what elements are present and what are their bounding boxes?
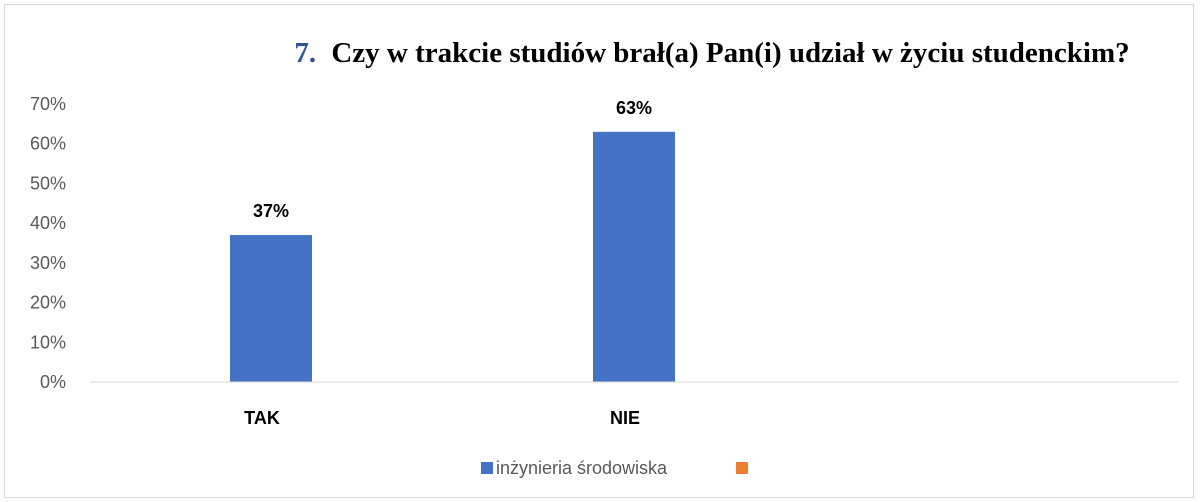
y-tick-label: 70% — [30, 94, 66, 114]
y-axis-ticks: 0% 10% 20% 30% 40% 50% 60% 70% — [30, 94, 66, 392]
legend-label: inżynieria środowiska — [496, 458, 668, 478]
y-tick-label: 10% — [30, 332, 66, 352]
y-tick-label: 30% — [30, 253, 66, 273]
legend-swatch — [481, 462, 493, 474]
x-category-label: TAK — [244, 408, 280, 428]
x-axis-categories: TAK NIE — [244, 408, 640, 428]
legend: inżynieria środowiska — [481, 458, 748, 478]
chart-title-number: 7. — [294, 37, 316, 69]
bars: 37% 63% — [230, 98, 675, 382]
data-label: 37% — [253, 201, 289, 221]
y-tick-label: 20% — [30, 293, 66, 313]
bar-tak — [230, 235, 312, 382]
y-tick-label: 50% — [30, 173, 66, 193]
chart-title: 7. Czy w trakcie studiów brał(a) Pan(i) … — [294, 37, 1129, 69]
bar-nie — [593, 131, 675, 382]
y-tick-label: 60% — [30, 134, 66, 154]
y-tick-label: 0% — [40, 372, 66, 392]
x-category-label: NIE — [610, 408, 640, 428]
data-label: 63% — [616, 98, 652, 118]
legend-swatch — [736, 462, 748, 474]
y-tick-label: 40% — [30, 213, 66, 233]
chart-title-text: Czy w trakcie studiów brał(a) Pan(i) udz… — [331, 37, 1129, 69]
